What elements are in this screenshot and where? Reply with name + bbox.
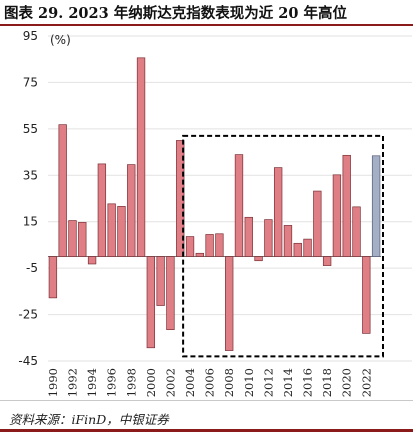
bar-1998 (127, 164, 136, 257)
x-tick-label: 2022 (359, 368, 373, 397)
bar-2001 (156, 256, 165, 306)
bar-1995 (97, 163, 107, 257)
bar-2008 (225, 256, 234, 351)
y-axis-ticks: 95 75 55 35 15 -5 -25 -45 (18, 29, 38, 368)
bar-1997 (117, 206, 126, 257)
bar-2005 (195, 252, 204, 257)
highlight-dashed-box (182, 134, 384, 358)
bar-1996 (107, 203, 116, 257)
x-tick-label: 1996 (105, 368, 119, 397)
y-tick-label: 75 (23, 75, 38, 89)
bar-1991 (58, 124, 67, 257)
bar-2000 (146, 256, 156, 349)
figure-title: 图表 29. 2023 年纳斯达克指数表现为近 20 年高位 (4, 5, 347, 22)
bar-2013 (273, 167, 283, 257)
x-tick-label: 2004 (183, 368, 197, 397)
y-tick-label: 95 (23, 29, 38, 43)
x-tick-label: 2012 (261, 368, 275, 397)
bar-2023 (371, 155, 381, 257)
x-tick-label: 2018 (320, 368, 334, 397)
x-tick-label: 2014 (281, 368, 295, 397)
x-tick-label: 1994 (85, 368, 99, 397)
y-tick-label: -45 (18, 354, 38, 368)
bar-2002 (166, 256, 175, 331)
bar-2017 (313, 190, 322, 257)
y-tick-label: 55 (23, 122, 38, 136)
bars (48, 57, 381, 351)
x-tick-label: 2016 (301, 368, 315, 397)
y-axis-unit-label: (%) (50, 33, 71, 47)
x-tick-label: 1998 (124, 368, 138, 397)
x-axis-ticks: 1990 1992 1994 1996 1998 2000 2002 2004 2006 2008… (46, 368, 373, 397)
y-tick-label: -5 (26, 261, 38, 275)
bar-2007 (215, 233, 224, 257)
x-tick-label: 2006 (203, 368, 217, 397)
bar-2009 (234, 154, 244, 257)
source-note: 资料来源：iFinD，中银证券 (9, 412, 169, 427)
x-tick-label: 2010 (242, 368, 256, 397)
bottom-rule (0, 429, 413, 432)
x-tick-label: 2020 (340, 368, 354, 397)
y-tick-label: -25 (18, 308, 38, 322)
bar-2006 (205, 234, 214, 257)
x-tick-label: 2008 (222, 368, 236, 397)
bar-2012 (264, 219, 273, 257)
title-bar: 图表 29. 2023 年纳斯达克指数表现为近 20 年高位 (0, 0, 413, 26)
bar-2018 (322, 256, 332, 266)
bar-1999 (136, 57, 146, 257)
bar-2020 (342, 154, 351, 257)
bar-2004 (185, 236, 195, 257)
bar-1992 (68, 220, 77, 257)
bar-2014 (283, 225, 293, 257)
bar-2021 (352, 206, 361, 257)
bar-2016 (303, 238, 312, 257)
bar-1993 (78, 222, 87, 257)
bar-2011 (254, 256, 263, 262)
bar-1994 (87, 256, 97, 265)
x-tick-label: 1990 (46, 368, 60, 397)
bar-2019 (332, 174, 342, 257)
y-tick-label: 15 (23, 215, 38, 229)
bar-2022 (362, 256, 371, 334)
x-tick-label: 2002 (163, 368, 177, 397)
y-tick-label: 35 (23, 168, 38, 182)
bar-2010 (244, 216, 253, 257)
bar-2015 (293, 242, 302, 257)
x-tick-label: 2000 (144, 368, 158, 397)
chart: 95 75 55 35 15 -5 -25 -45 1990 1992 1994 1996 1998 2… (18, 29, 412, 397)
bar-1990 (48, 256, 58, 299)
x-tick-label: 1992 (65, 368, 79, 397)
source-bar: 资料来源：iFinD，中银证券 (0, 400, 413, 432)
